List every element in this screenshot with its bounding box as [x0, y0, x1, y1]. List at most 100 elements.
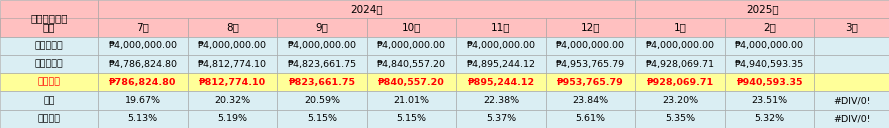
Bar: [277, 91, 366, 110]
Bar: [725, 110, 814, 128]
Bar: [0, 55, 98, 73]
Text: ₱928,069.71: ₱928,069.71: [646, 78, 714, 87]
Bar: [188, 55, 277, 73]
Text: ₱4,000,000.00: ₱4,000,000.00: [645, 41, 715, 50]
Bar: [456, 73, 546, 91]
Bar: [546, 55, 636, 73]
Bar: [188, 18, 277, 37]
Text: 評価損益: 評価損益: [37, 78, 60, 87]
Bar: [814, 110, 889, 128]
Text: ₱840,557.20: ₱840,557.20: [378, 78, 444, 87]
Bar: [814, 37, 889, 55]
Bar: [456, 18, 546, 37]
Text: ₱4,786,824.80: ₱4,786,824.80: [108, 60, 177, 68]
Text: ₱4,953,765.79: ₱4,953,765.79: [556, 60, 625, 68]
Bar: [456, 110, 546, 128]
Text: 12月: 12月: [581, 22, 600, 32]
Text: 利率: 利率: [44, 96, 55, 105]
Text: ₱4,928,069.71: ₱4,928,069.71: [645, 60, 715, 68]
Bar: [0, 91, 98, 110]
Bar: [456, 37, 546, 55]
Bar: [277, 37, 366, 55]
Bar: [366, 18, 456, 37]
Text: ₱4,000,000.00: ₱4,000,000.00: [467, 41, 535, 50]
Text: 10月: 10月: [402, 22, 421, 32]
Bar: [98, 37, 188, 55]
Bar: [366, 55, 456, 73]
Text: 5.61%: 5.61%: [575, 114, 605, 123]
Bar: [277, 110, 366, 128]
Text: ₱823,661.75: ₱823,661.75: [288, 78, 356, 87]
Text: 5.13%: 5.13%: [128, 114, 157, 123]
Bar: [0, 73, 98, 91]
Bar: [366, 110, 456, 128]
Text: 21.01%: 21.01%: [394, 96, 429, 105]
Bar: [366, 91, 456, 110]
Text: ₱4,812,774.10: ₱4,812,774.10: [197, 60, 267, 68]
Text: 2024年: 2024年: [350, 4, 383, 14]
Bar: [98, 0, 636, 18]
Bar: [814, 73, 889, 91]
Bar: [636, 91, 725, 110]
Bar: [636, 110, 725, 128]
Text: 23.84%: 23.84%: [573, 96, 609, 105]
Bar: [0, 0, 98, 37]
Text: 23.20%: 23.20%: [662, 96, 698, 105]
Text: 5.32%: 5.32%: [755, 114, 785, 123]
Bar: [636, 37, 725, 55]
Bar: [636, 55, 725, 73]
Bar: [0, 110, 98, 128]
Bar: [725, 18, 814, 37]
Text: 20.32%: 20.32%: [214, 96, 251, 105]
Text: 2月: 2月: [763, 22, 776, 32]
Text: ₱812,774.10: ₱812,774.10: [199, 78, 266, 87]
Text: ₱4,000,000.00: ₱4,000,000.00: [735, 41, 804, 50]
Bar: [636, 18, 725, 37]
Bar: [636, 0, 889, 18]
Bar: [546, 37, 636, 55]
Text: ₱4,840,557.20: ₱4,840,557.20: [377, 60, 446, 68]
Bar: [277, 55, 366, 73]
Text: ₱4,823,661.75: ₱4,823,661.75: [287, 60, 356, 68]
Text: 5.35%: 5.35%: [665, 114, 695, 123]
Text: #DIV/0!: #DIV/0!: [833, 96, 870, 105]
Bar: [98, 18, 188, 37]
Text: ₱786,824.80: ₱786,824.80: [109, 78, 176, 87]
Text: 5.15%: 5.15%: [396, 114, 427, 123]
Text: ₱4,000,000.00: ₱4,000,000.00: [377, 41, 446, 50]
Bar: [0, 37, 98, 55]
Bar: [188, 91, 277, 110]
Text: 5.37%: 5.37%: [486, 114, 516, 123]
Bar: [546, 73, 636, 91]
Bar: [98, 55, 188, 73]
Text: 19.67%: 19.67%: [124, 96, 161, 105]
Text: 年利換算: 年利換算: [37, 114, 60, 123]
Text: ₱4,000,000.00: ₱4,000,000.00: [197, 41, 267, 50]
Bar: [98, 91, 188, 110]
Bar: [277, 18, 366, 37]
Bar: [98, 110, 188, 128]
Bar: [546, 91, 636, 110]
Bar: [725, 91, 814, 110]
Text: 5.15%: 5.15%: [307, 114, 337, 123]
Text: 推移: 推移: [43, 22, 55, 32]
Bar: [814, 18, 889, 37]
Bar: [366, 37, 456, 55]
Bar: [546, 110, 636, 128]
Text: 3月: 3月: [845, 22, 858, 32]
Bar: [188, 110, 277, 128]
Text: 時価評価額: 時価評価額: [35, 60, 63, 68]
Text: 11月: 11月: [492, 22, 510, 32]
Text: ₱4,940,593.35: ₱4,940,593.35: [735, 60, 805, 68]
Bar: [456, 55, 546, 73]
Bar: [277, 73, 366, 91]
Bar: [188, 73, 277, 91]
Bar: [725, 55, 814, 73]
Text: 投賄累計額: 投賄累計額: [35, 41, 63, 50]
Bar: [814, 91, 889, 110]
Bar: [725, 73, 814, 91]
Text: 2025年: 2025年: [746, 4, 779, 14]
Text: ₱4,000,000.00: ₱4,000,000.00: [108, 41, 177, 50]
Text: ₱4,000,000.00: ₱4,000,000.00: [556, 41, 625, 50]
Text: 5.19%: 5.19%: [217, 114, 247, 123]
